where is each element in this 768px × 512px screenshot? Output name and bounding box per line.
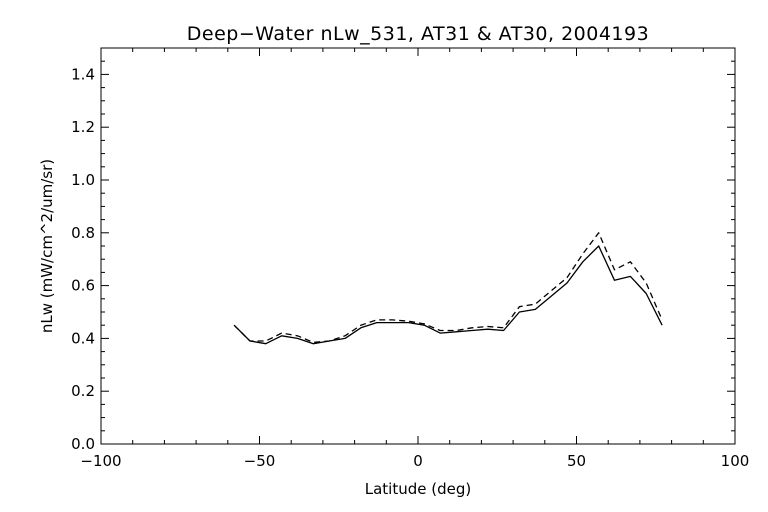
y-tick-label: 0.8: [71, 224, 95, 242]
x-tick-label: −50: [244, 452, 276, 470]
axis-ticks: −100 −50 0 50 100 0.0 0.2 0.4 0.6 0.8 1.0 1.2 1.4: [71, 47, 750, 470]
y-tick-label: 1.2: [71, 118, 95, 136]
chart-title: Deep−Water nLw_531, AT31 & AT30, 2004193: [187, 23, 649, 45]
x-tick-label: −100: [80, 452, 121, 470]
y-tick-label: 0.4: [71, 329, 95, 347]
x-axis-label: Latitude (deg): [365, 480, 471, 498]
y-tick-label: 0.2: [71, 382, 95, 400]
x-tick-label: 0: [413, 452, 423, 470]
y-tick-label: 0.0: [71, 435, 95, 453]
x-tick-label: 100: [721, 452, 750, 470]
y-tick-label: 1.0: [71, 171, 95, 189]
series-line-dashed: [233, 232, 663, 344]
plot-frame: [100, 47, 736, 445]
y-tick-label: 1.4: [71, 65, 95, 83]
series-group: [233, 232, 663, 345]
x-tick-label: 50: [567, 452, 586, 470]
y-axis-label: nLw (mW/cm^2/um/sr): [38, 159, 56, 333]
y-tick-label: 0.6: [71, 277, 95, 295]
series-line-solid: [233, 245, 663, 345]
